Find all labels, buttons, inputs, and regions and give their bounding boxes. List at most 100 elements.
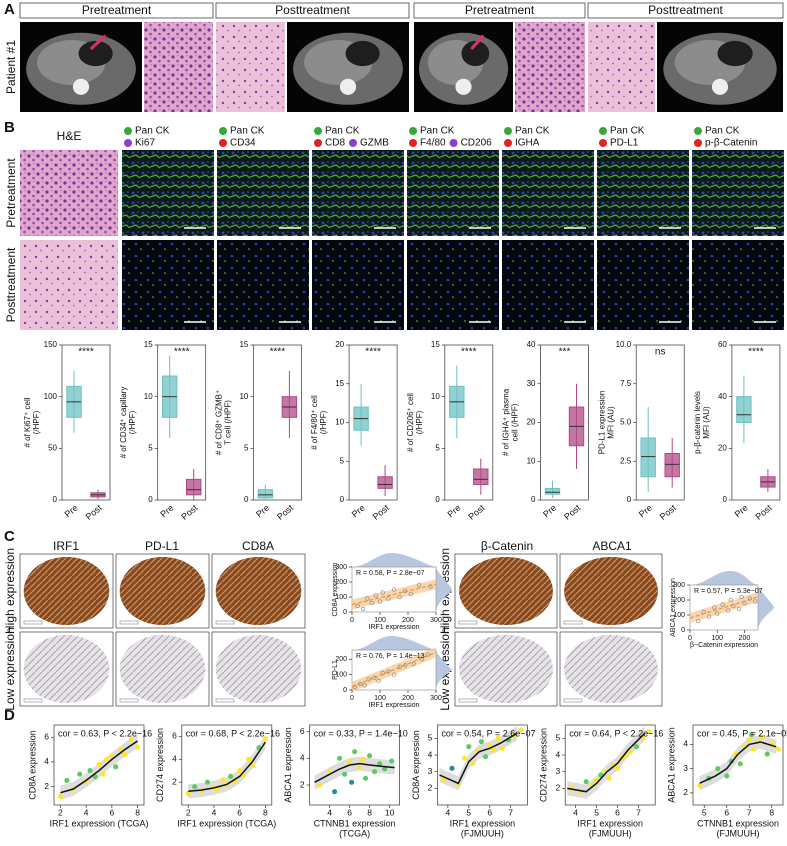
- point: [347, 759, 353, 765]
- point: [332, 789, 338, 795]
- plot-frame: [731, 344, 781, 501]
- y-tick-label: 3: [683, 763, 688, 773]
- box-body: [736, 396, 752, 423]
- ihc-core: [564, 634, 658, 704]
- y-tick-label: 4: [44, 756, 49, 766]
- confidence-band: [567, 726, 645, 799]
- trend-line: [188, 741, 266, 793]
- y-tick-label: 150: [44, 340, 58, 349]
- point: [697, 783, 703, 789]
- x-tick-label: 4: [84, 807, 89, 817]
- point: [583, 779, 589, 785]
- trend-line: [351, 583, 437, 606]
- stain-dot: [449, 139, 458, 147]
- panel-label: A: [4, 1, 15, 18]
- y-tick-label: 100: [44, 392, 58, 401]
- ihc-core: [23, 556, 110, 626]
- point: [739, 594, 744, 600]
- point: [64, 777, 70, 783]
- confidence-band: [439, 726, 517, 791]
- scale-bar: [23, 620, 43, 625]
- point: [377, 599, 383, 604]
- point: [128, 737, 134, 743]
- ct-arrow: [470, 34, 485, 50]
- y-tick-label: 0: [148, 495, 153, 504]
- trend-line: [60, 740, 138, 794]
- header-label: Pretreatment: [82, 3, 152, 17]
- x-tick-label: 0: [688, 635, 692, 642]
- stain-dot: [219, 127, 227, 135]
- point: [373, 593, 378, 598]
- x-tick-label: 100: [711, 635, 723, 642]
- x-axis-label: (FJMUUH): [717, 828, 760, 838]
- significance: ****: [748, 347, 764, 358]
- y-tick-label: 5.0: [620, 418, 632, 427]
- y-axis-label: # of F4/80⁺ cell: [310, 395, 319, 450]
- ihc-core: [564, 556, 658, 626]
- point: [748, 732, 755, 738]
- x-tick-label: 6: [237, 807, 242, 817]
- y-axis-label: (/HPF): [415, 410, 424, 434]
- if-image: [407, 150, 499, 236]
- y-tick-label: 5: [244, 443, 249, 452]
- point: [57, 793, 63, 799]
- confidence-band: [699, 734, 777, 791]
- y-tick-label: 5: [340, 456, 345, 465]
- point: [751, 746, 757, 752]
- x-tick-label: 300: [430, 617, 442, 624]
- y-axis-label: cell (/HPF): [511, 403, 520, 441]
- point: [724, 773, 730, 779]
- point: [606, 775, 612, 781]
- point: [185, 791, 191, 797]
- point: [760, 734, 766, 740]
- y-axis-label: (/HPF): [128, 410, 137, 434]
- panel-label: C: [4, 528, 15, 545]
- point: [386, 596, 391, 601]
- y-tick-label: 50: [48, 443, 57, 452]
- point: [317, 782, 323, 788]
- y-tick-label: 200: [335, 656, 347, 663]
- y-tick-label: 30: [527, 379, 536, 388]
- y-tick-label: 10: [239, 392, 248, 401]
- x-tick-label: 0: [350, 695, 354, 702]
- stain-label: Ki67: [135, 138, 155, 149]
- stain-label: Pan CK: [135, 126, 170, 137]
- y-tick-label: 4: [555, 749, 560, 759]
- significance: ****: [174, 347, 190, 358]
- x-tick-label: 2: [186, 807, 191, 817]
- stain-dot: [314, 127, 322, 135]
- y-tick-label: 6: [172, 731, 177, 741]
- point: [736, 606, 742, 612]
- scale-bar: [119, 620, 139, 625]
- y-tick-label: 0: [435, 495, 440, 504]
- ihc-core: [119, 556, 206, 626]
- point: [355, 603, 360, 609]
- box-body: [473, 468, 489, 485]
- y-axis-label: ABCA1 expression: [283, 727, 293, 803]
- ct-stomach: [717, 40, 753, 67]
- ihc-core: [215, 556, 302, 626]
- point: [725, 608, 731, 613]
- box-body: [377, 476, 393, 489]
- stain-dot: [694, 139, 702, 147]
- y-tick-label: 20: [335, 340, 344, 349]
- scale-bar: [563, 698, 583, 703]
- y-tick-label: 300: [335, 564, 347, 571]
- y-tick-label: 6: [300, 726, 305, 736]
- if-image: [692, 150, 784, 236]
- y-axis-label: # of Ki67⁺ cell: [23, 397, 32, 447]
- stain-dot: [599, 127, 607, 135]
- x-axis-label: IRF1 expression: [369, 702, 420, 709]
- x-tick-label: 8: [135, 807, 140, 817]
- stain-label: Pan CK: [230, 126, 265, 137]
- y-tick-label: 20: [718, 443, 727, 452]
- if2-image: [217, 240, 309, 330]
- point: [712, 605, 717, 610]
- point: [417, 582, 422, 588]
- point: [204, 779, 211, 785]
- y-tick-label: 10: [527, 456, 536, 465]
- point: [487, 742, 493, 748]
- point: [372, 675, 377, 680]
- y-tick-label: 5: [148, 443, 153, 452]
